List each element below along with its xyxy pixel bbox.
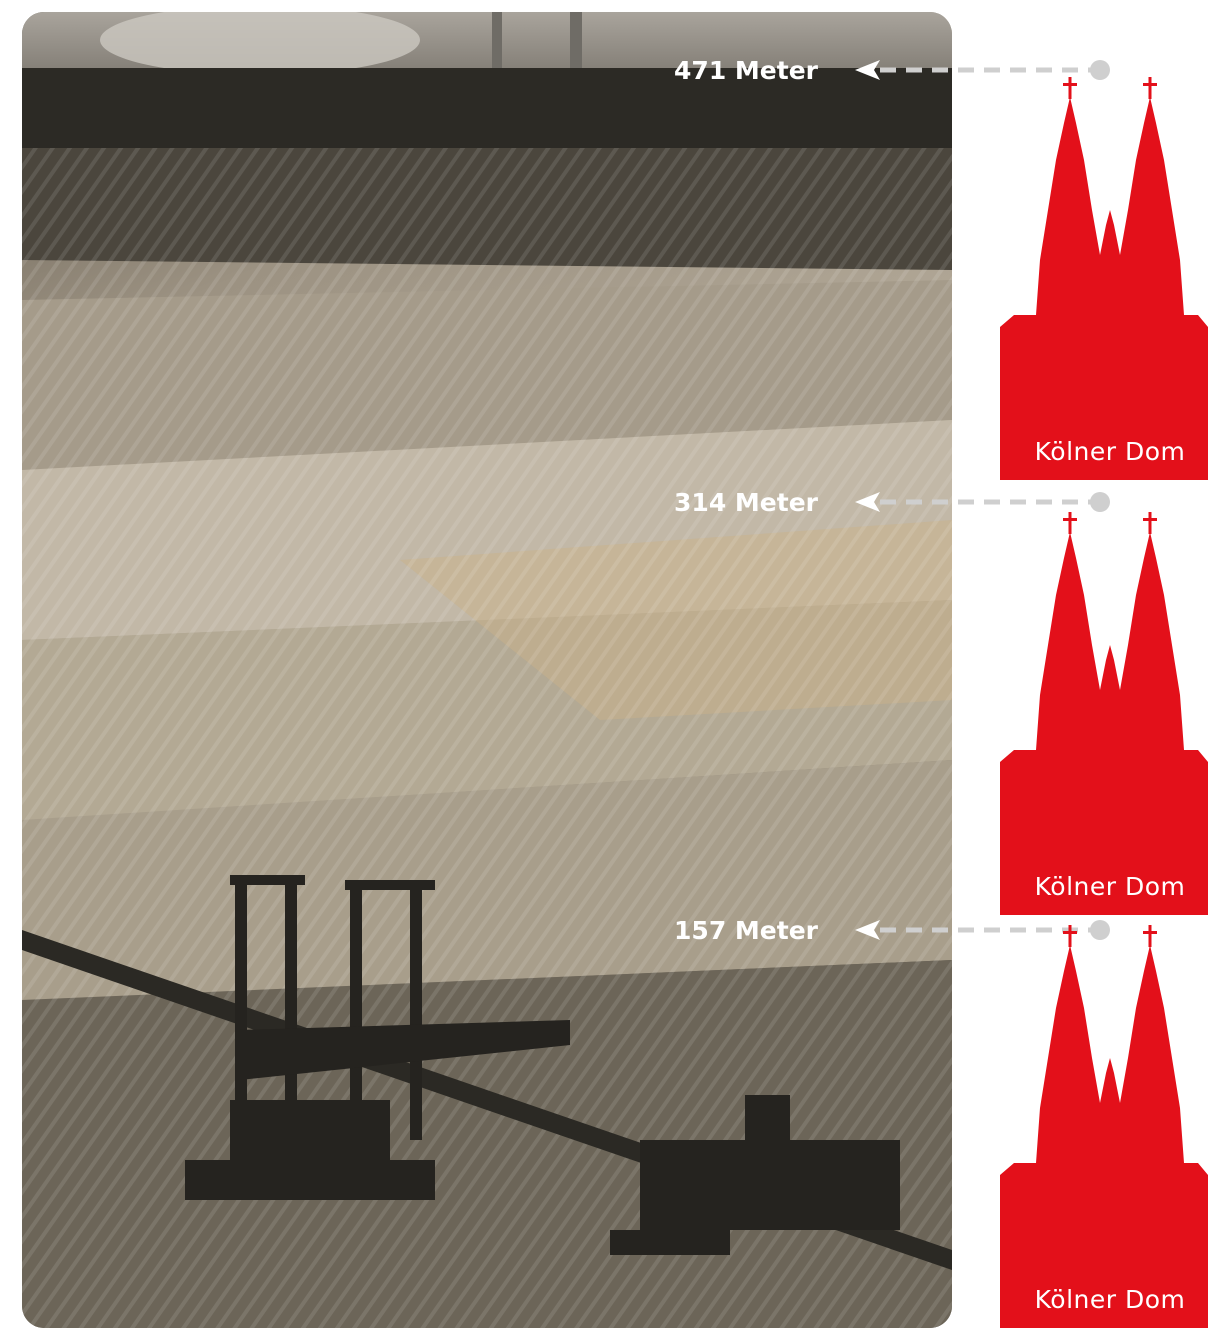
cathedral-label: Kölner Dom: [1035, 1285, 1186, 1314]
arrow-head: [855, 492, 880, 512]
cathedrals: Kölner Dom Kölner Dom Kölner Dom: [1000, 77, 1208, 1328]
arrow-head: [855, 60, 880, 80]
cathedral-silhouette: [1000, 512, 1208, 915]
photo: [22, 12, 952, 1328]
cathedral-label: Kölner Dom: [1035, 437, 1186, 466]
cathedral-label: Kölner Dom: [1035, 872, 1186, 901]
height-label: 157 Meter: [674, 916, 819, 945]
connector-dot: [1090, 60, 1110, 80]
arrow-head: [855, 920, 880, 940]
height-label: 471 Meter: [674, 56, 819, 85]
markers: 471 Meter 314 Meter 157 Meter: [674, 56, 1110, 945]
connector-dot: [1090, 920, 1110, 940]
height-label: 314 Meter: [674, 488, 819, 517]
cathedral-silhouette: [1000, 77, 1208, 480]
connector-dot: [1090, 492, 1110, 512]
cathedral-silhouette: [1000, 925, 1208, 1328]
